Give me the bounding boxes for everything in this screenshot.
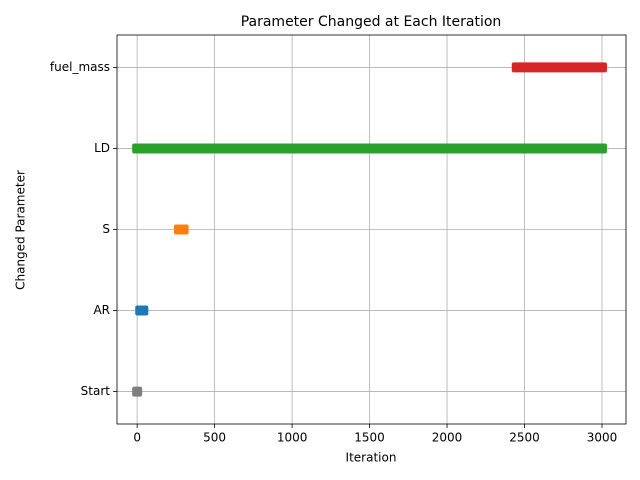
y-tick-label: LD — [94, 141, 110, 155]
y-tick-label: fuel_mass — [50, 60, 110, 74]
x-tick-label: 1500 — [354, 431, 385, 445]
range-mark — [511, 62, 607, 73]
range-mark — [135, 305, 149, 316]
x-tick-label: 2500 — [509, 431, 540, 445]
x-tick-label: 2000 — [432, 431, 463, 445]
y-tick-label: S — [102, 222, 110, 236]
y-axis-label: Changed Parameter — [14, 170, 28, 290]
x-tick-label: 1000 — [277, 431, 308, 445]
x-axis-label: Iteration — [346, 451, 397, 465]
x-tick-label: 3000 — [587, 431, 618, 445]
y-tick-label: Start — [81, 384, 111, 398]
plot-frame — [116, 34, 627, 425]
range-mark — [132, 143, 607, 154]
x-tick-label: 500 — [203, 431, 226, 445]
range-mark — [173, 224, 189, 235]
y-tick-label: AR — [93, 303, 110, 317]
chart-title: Parameter Changed at Each Iteration — [241, 14, 502, 30]
range-mark — [132, 386, 143, 397]
x-tick-label: 0 — [133, 431, 141, 445]
